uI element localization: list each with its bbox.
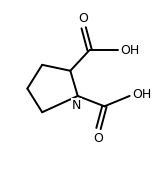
Text: OH: OH: [132, 88, 151, 101]
Text: O: O: [94, 132, 103, 145]
Text: OH: OH: [120, 44, 139, 57]
Text: O: O: [79, 12, 89, 25]
Text: N: N: [72, 99, 81, 112]
